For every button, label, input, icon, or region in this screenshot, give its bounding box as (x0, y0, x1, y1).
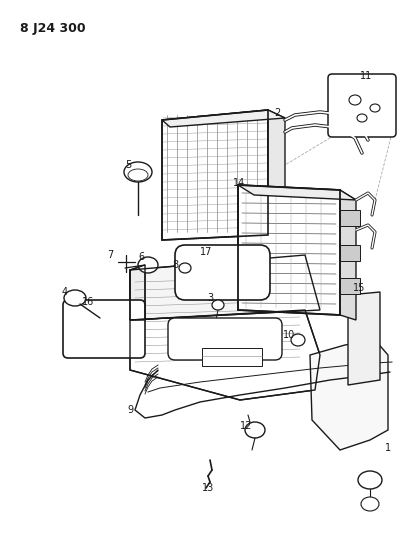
Ellipse shape (370, 104, 380, 112)
Bar (340, 210, 360, 226)
Polygon shape (268, 110, 285, 240)
Ellipse shape (245, 422, 265, 438)
Polygon shape (348, 292, 380, 385)
Ellipse shape (358, 471, 382, 489)
Text: 1: 1 (385, 443, 391, 453)
Ellipse shape (64, 290, 86, 306)
Text: 8: 8 (172, 260, 178, 270)
Text: 9: 9 (127, 405, 133, 415)
FancyBboxPatch shape (175, 245, 270, 300)
Text: 15: 15 (353, 283, 365, 293)
Text: 12: 12 (240, 421, 252, 431)
Text: 7: 7 (107, 250, 113, 260)
Polygon shape (238, 185, 356, 200)
Bar (340, 245, 360, 261)
Polygon shape (162, 110, 268, 240)
Bar (202, 348, 262, 366)
Text: 2: 2 (274, 108, 280, 118)
Text: 16: 16 (82, 297, 94, 307)
Text: 17: 17 (200, 247, 213, 257)
Ellipse shape (357, 114, 367, 122)
Ellipse shape (349, 95, 361, 105)
Text: 11: 11 (360, 71, 372, 81)
Bar (340, 278, 360, 294)
Polygon shape (130, 310, 320, 400)
Polygon shape (130, 265, 145, 320)
Text: 10: 10 (283, 330, 295, 340)
Polygon shape (130, 255, 320, 320)
Polygon shape (310, 340, 388, 450)
Polygon shape (340, 190, 356, 320)
Polygon shape (162, 110, 285, 127)
Ellipse shape (179, 263, 191, 273)
Polygon shape (238, 185, 340, 315)
Ellipse shape (138, 257, 158, 273)
Ellipse shape (212, 300, 224, 310)
Text: 5: 5 (125, 160, 131, 170)
FancyBboxPatch shape (63, 300, 145, 358)
Ellipse shape (291, 334, 305, 346)
Ellipse shape (128, 169, 148, 181)
FancyBboxPatch shape (328, 74, 396, 137)
Text: 13: 13 (202, 483, 214, 493)
Text: 3: 3 (207, 293, 213, 303)
Text: 6: 6 (138, 252, 144, 262)
Text: 14: 14 (233, 178, 245, 188)
Ellipse shape (124, 162, 152, 182)
FancyBboxPatch shape (168, 318, 282, 360)
Ellipse shape (361, 497, 379, 511)
Text: 8 J24 300: 8 J24 300 (20, 22, 86, 35)
FancyBboxPatch shape (182, 262, 284, 296)
Text: 4: 4 (62, 287, 68, 297)
